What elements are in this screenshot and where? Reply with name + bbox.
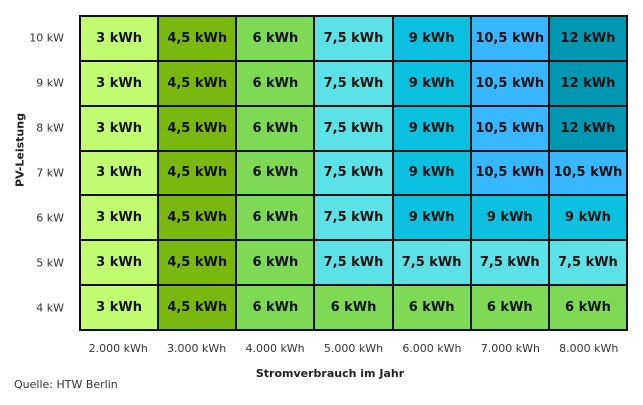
y-axis-label: PV-Leistung [13, 113, 27, 187]
heatmap-cell: 3 kWh [80, 285, 159, 330]
heatmap-cell: 3 kWh [80, 240, 159, 286]
heatmap-cell: 10,5 kWh [548, 150, 627, 196]
heatmap-cell: 4,5 kWh [158, 105, 237, 151]
heatmap-cell: 7,5 kWh [314, 150, 393, 196]
heatmap-cell: 9 kWh [548, 195, 627, 241]
heatmap-cell: 9 kWh [392, 60, 471, 106]
heatmap-cell: 10,5 kWh [470, 105, 549, 151]
heatmap-cell: 9 kWh [470, 195, 549, 241]
heatmap-cell: 4,5 kWh [158, 195, 237, 241]
heatmap-cell: 10,5 kWh [470, 60, 549, 106]
y-tick-label: 7 kW [36, 166, 64, 180]
heatmap-cell: 3 kWh [80, 105, 159, 151]
heatmap-grid: 3 kWh 4,5 kWh 6 kWh 7,5 kWh 9 kWh 10,5 kWh 12 … [79, 15, 628, 331]
heatmap-cell: 6 kWh [470, 285, 549, 330]
heatmap-cell: 12 kWh [548, 16, 627, 61]
x-axis-label: Stromverbrauch im Jahr [255, 367, 405, 380]
heatmap-cell: 10,5 kWh [470, 16, 549, 61]
x-tick-label: 2.000 kWh [88, 342, 148, 355]
x-tick-label: 4.000 kWh [245, 342, 305, 355]
y-tick-label: 6 kW [36, 211, 64, 225]
heatmap-cell: 9 kWh [392, 150, 471, 196]
heatmap-cell: 3 kWh [80, 150, 159, 196]
x-tick-label: 7.000 kWh [480, 342, 540, 355]
heatmap-cell: 4,5 kWh [158, 16, 237, 61]
y-tick-label: 10 kW [29, 31, 64, 45]
heatmap-cell: 3 kWh [80, 60, 159, 106]
heatmap-cell: 7,5 kWh [314, 16, 393, 61]
y-tick-label: 8 kW [36, 121, 64, 135]
heatmap-cell: 6 kWh [236, 60, 315, 106]
heatmap-cell: 3 kWh [80, 195, 159, 241]
heatmap-cell: 12 kWh [548, 105, 627, 151]
heatmap-cell: 4,5 kWh [158, 150, 237, 196]
heatmap-cell: 7,5 kWh [548, 240, 627, 286]
heatmap-cell: 6 kWh [548, 285, 627, 330]
y-tick-label: 9 kW [36, 76, 64, 90]
y-tick-label: 4 kW [36, 301, 64, 315]
heatmap-cell: 9 kWh [392, 105, 471, 151]
heatmap-cell: 12 kWh [548, 60, 627, 106]
heatmap-cell: 6 kWh [236, 285, 315, 330]
heatmap-cell: 4,5 kWh [158, 60, 237, 106]
heatmap-cell: 7,5 kWh [314, 240, 393, 286]
x-tick-label: 6.000 kWh [402, 342, 462, 355]
heatmap-cell: 4,5 kWh [158, 285, 237, 330]
heatmap-cell: 7,5 kWh [470, 240, 549, 286]
heatmap-cell: 6 kWh [314, 285, 393, 330]
heatmap-cell: 3 kWh [80, 16, 159, 61]
heatmap-cell: 6 kWh [236, 16, 315, 61]
heatmap-cell: 7,5 kWh [392, 240, 471, 286]
x-tick-label: 8.000 kWh [559, 342, 619, 355]
heatmap-cell: 6 kWh [236, 105, 315, 151]
heatmap-cell: 6 kWh [236, 195, 315, 241]
heatmap-cell: 4,5 kWh [158, 240, 237, 286]
heatmap-cell: 7,5 kWh [314, 195, 393, 241]
source-note: Quelle: HTW Berlin [14, 378, 118, 391]
x-tick-label: 3.000 kWh [167, 342, 227, 355]
y-tick-label: 5 kW [36, 256, 64, 270]
heatmap-cell: 6 kWh [236, 240, 315, 286]
x-tick-label: 5.000 kWh [323, 342, 384, 355]
heatmap-cell: 10,5 kWh [470, 150, 549, 196]
heatmap-cell: 6 kWh [236, 150, 315, 196]
heatmap-cell: 6 kWh [392, 285, 471, 330]
heatmap-cell: 7,5 kWh [314, 60, 393, 106]
heatmap-cell: 9 kWh [392, 16, 471, 61]
heatmap-cell: 7,5 kWh [314, 105, 393, 151]
heatmap-cell: 9 kWh [392, 195, 471, 241]
